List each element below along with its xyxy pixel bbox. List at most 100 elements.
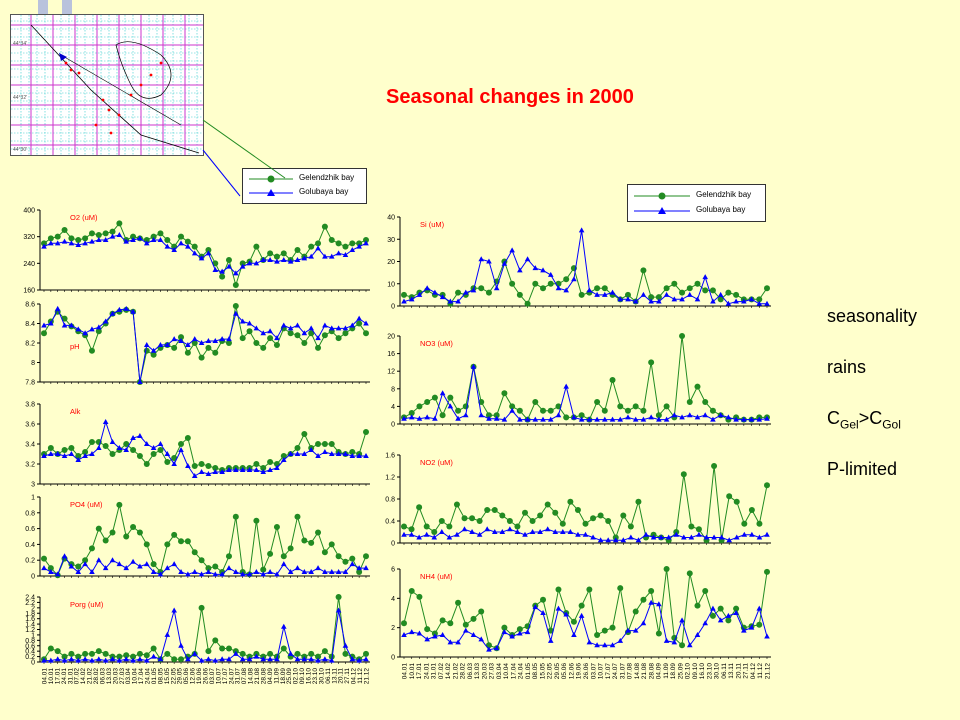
point-golubaya [342,325,349,331]
point-golubaya [68,656,75,662]
x-date-label: 31.07 [235,668,242,685]
point-golubaya [226,467,232,472]
point-gelendzhik [717,296,724,303]
point-golubaya [363,320,369,326]
point-gelendzhik [462,621,469,628]
point-golubaya [571,414,577,420]
point-golubaya [717,291,724,297]
point-gelendzhik [601,285,608,292]
point-golubaya [315,453,321,458]
point-golubaya [253,260,260,266]
point-golubaya [547,271,554,277]
point-gelendzhik [648,294,655,301]
y-tick-label: 2.4 [25,595,35,602]
point-golubaya [109,233,116,239]
point-golubaya [632,416,639,422]
point-golubaya [363,656,369,662]
x-date-label: 27.11 [344,668,351,684]
x-date-label: 15.05 [539,663,546,680]
point-golubaya [157,341,164,347]
x-date-label: 04.09 [656,663,663,680]
point-gelendzhik [726,493,733,500]
point-golubaya [594,291,600,297]
point-golubaya [703,534,710,540]
point-gelendzhik [597,512,604,519]
point-golubaya [239,318,246,324]
point-golubaya [233,650,239,656]
point-golubaya [41,453,47,458]
point-gelendzhik [709,612,716,619]
point-gelendzhik [184,349,191,356]
point-golubaya [191,336,198,342]
point-gelendzhik [308,330,315,337]
point-golubaya [143,657,150,663]
point-golubaya [198,571,205,577]
point-golubaya [617,296,624,302]
point-golubaya [563,611,569,617]
point-golubaya [253,569,260,575]
point-golubaya [328,451,335,456]
point-gelendzhik [150,561,157,568]
point-golubaya [648,298,654,304]
point-golubaya [75,242,82,247]
point-gelendzhik [733,291,740,298]
point-golubaya [157,571,164,577]
y-tick-label: 3.4 [25,442,35,449]
point-golubaya [96,445,102,450]
point-golubaya [239,656,246,662]
point-gelendzhik [123,652,130,659]
x-date-label: 03.04 [496,663,503,680]
x-date-label: 04.01 [42,668,49,685]
point-golubaya [178,447,184,452]
point-golubaya [717,617,724,623]
point-golubaya [54,451,61,456]
point-golubaya [54,240,61,246]
point-golubaya [764,633,770,639]
x-date-label: 06.11 [721,663,728,679]
point-golubaya [710,416,716,422]
y-tick-label: 6 [391,567,395,574]
point-golubaya [164,631,171,637]
point-gelendzhik [143,652,150,659]
x-date-label: 30.10 [318,668,325,685]
point-golubaya [54,571,61,577]
x-date-label: 18.09 [670,663,677,680]
point-golubaya [671,412,678,418]
point-golubaya [322,322,328,328]
point-golubaya [586,416,593,422]
y-tick-label: 1.8 [25,611,35,618]
y-tick-label: 400 [23,208,35,215]
point-gelendzhik [686,570,693,577]
point-gelendzhik [617,403,624,410]
point-golubaya [137,433,143,438]
point-gelendzhik [136,650,143,657]
point-golubaya [524,629,531,635]
y-tick-label: 4 [391,404,395,411]
legend-right-gel-label: Gelendzhik bay [696,190,752,199]
arrow-marker-icon [59,53,67,61]
point-golubaya [454,531,460,537]
point-gelendzhik [212,563,219,570]
point-gelendzhik [219,273,226,280]
point-gelendzhik [164,650,171,657]
point-gelendzhik [178,538,185,545]
point-gelendzhik [260,465,267,471]
x-date-label: 16.10 [699,663,706,680]
point-golubaya [733,416,739,422]
point-golubaya [287,569,294,575]
point-golubaya [625,627,631,633]
point-golubaya [54,305,61,311]
point-gelendzhik [702,399,709,405]
y-tick-label: 1.4 [25,622,35,629]
point-golubaya [219,571,225,577]
point-gelendzhik [627,523,634,530]
series-line-gelendzhik [43,431,367,471]
x-date-label: 02.10 [293,668,300,685]
x-date-label: 10.07 [215,668,222,685]
point-gelendzhik [143,347,150,354]
point-gelendzhik [764,568,770,575]
point-golubaya [517,267,523,273]
point-gelendzhik [694,383,701,390]
point-golubaya [301,255,308,261]
